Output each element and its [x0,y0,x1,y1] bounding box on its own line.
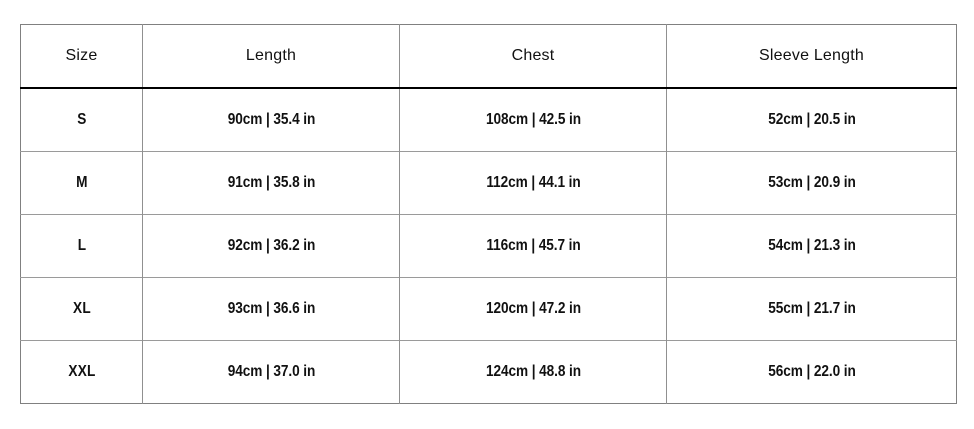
cell-chest: 124cm | 48.8 in [415,340,651,404]
cell-chest: 112cm | 44.1 in [415,151,651,215]
cell-chest: 108cm | 42.5 in [415,88,651,152]
table-row: S 90cm | 35.4 in 108cm | 42.5 in 52cm | … [21,88,957,152]
table-body: S 90cm | 35.4 in 108cm | 42.5 in 52cm | … [21,88,957,404]
cell-length: 90cm | 35.4 in [157,88,385,152]
cell-chest: 116cm | 45.7 in [415,214,651,278]
table-row: XL 93cm | 36.6 in 120cm | 47.2 in 55cm |… [21,277,957,341]
cell-size: XXL [27,340,136,404]
cell-chest: 120cm | 47.2 in [415,277,651,341]
cell-size: L [27,214,136,278]
table-header: Size Length Chest Sleeve Length [20,24,957,89]
size-chart-table: Size Length Chest Sleeve Length S 90cm |… [20,24,957,404]
cell-length: 93cm | 36.6 in [157,277,385,341]
column-header-size: Size [20,24,143,89]
cell-sleeve: 54cm | 21.3 in [683,214,940,278]
cell-sleeve: 56cm | 22.0 in [683,340,940,404]
cell-size: M [27,151,136,215]
cell-length: 92cm | 36.2 in [157,214,385,278]
cell-length: 91cm | 35.8 in [157,151,385,215]
table-row: L 92cm | 36.2 in 116cm | 45.7 in 54cm | … [21,214,957,278]
column-header-length: Length [142,24,400,89]
header-row: Size Length Chest Sleeve Length [20,24,957,89]
column-header-chest: Chest [399,24,667,89]
cell-length: 94cm | 37.0 in [157,340,385,404]
column-header-sleeve: Sleeve Length [666,24,957,89]
cell-size: S [27,88,136,152]
table-row: XXL 94cm | 37.0 in 124cm | 48.8 in 56cm … [21,340,957,404]
cell-sleeve: 55cm | 21.7 in [683,277,940,341]
cell-sleeve: 52cm | 20.5 in [683,88,940,152]
cell-sleeve: 53cm | 20.9 in [683,151,940,215]
cell-size: XL [27,277,136,341]
table-row: M 91cm | 35.8 in 112cm | 44.1 in 53cm | … [21,151,957,215]
